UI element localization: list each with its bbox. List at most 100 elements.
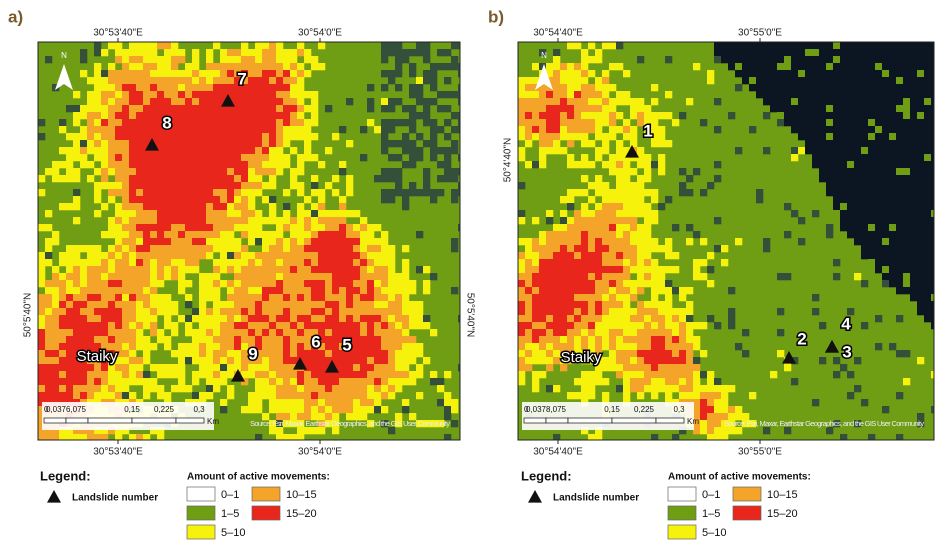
map-cell bbox=[199, 287, 206, 294]
map-cell bbox=[430, 77, 437, 84]
map-cell bbox=[567, 161, 574, 168]
map-cell bbox=[248, 140, 255, 147]
map-cell bbox=[458, 168, 465, 175]
map-cell bbox=[185, 231, 192, 238]
map-cell bbox=[423, 77, 430, 84]
map-cell bbox=[283, 189, 290, 196]
map-cell bbox=[451, 56, 458, 63]
map-cell bbox=[721, 406, 728, 413]
map-cell bbox=[136, 343, 143, 350]
map-cell bbox=[213, 189, 220, 196]
map-cell bbox=[581, 371, 588, 378]
map-cell bbox=[297, 154, 304, 161]
map-cell bbox=[255, 224, 262, 231]
map-cell bbox=[889, 42, 896, 49]
map-cell bbox=[66, 203, 73, 210]
map-cell bbox=[255, 70, 262, 77]
map-cell bbox=[574, 287, 581, 294]
map-cell bbox=[539, 91, 546, 98]
map-cell bbox=[658, 133, 665, 140]
legend-swatch bbox=[668, 506, 696, 520]
map-cell bbox=[395, 371, 402, 378]
map-cell bbox=[416, 133, 423, 140]
map-cell bbox=[220, 203, 227, 210]
map-cell bbox=[171, 364, 178, 371]
map-cell bbox=[87, 294, 94, 301]
map-cell bbox=[546, 287, 553, 294]
map-cell bbox=[539, 294, 546, 301]
map-cell bbox=[255, 105, 262, 112]
map-cell bbox=[136, 70, 143, 77]
map-cell bbox=[360, 336, 367, 343]
map-cell bbox=[311, 385, 318, 392]
map-cell bbox=[931, 147, 938, 154]
map-cell bbox=[458, 42, 465, 49]
map-cell bbox=[248, 133, 255, 140]
map-cell bbox=[101, 259, 108, 266]
map-cell bbox=[234, 280, 241, 287]
map-cell bbox=[861, 252, 868, 259]
map-cell bbox=[854, 210, 861, 217]
map-cell bbox=[255, 364, 262, 371]
map-cell bbox=[234, 147, 241, 154]
map-cell bbox=[896, 231, 903, 238]
map-cell bbox=[276, 315, 283, 322]
map-cell bbox=[80, 301, 87, 308]
map-cell bbox=[248, 84, 255, 91]
map-cell bbox=[532, 259, 539, 266]
map-cell bbox=[143, 385, 150, 392]
map-cell bbox=[602, 119, 609, 126]
map-cell bbox=[903, 238, 910, 245]
map-cell bbox=[136, 266, 143, 273]
legend-classes-title: Amount of active movements: bbox=[187, 472, 330, 483]
map-cell bbox=[735, 49, 742, 56]
map-cell bbox=[889, 126, 896, 133]
map-cell bbox=[101, 392, 108, 399]
map-cell bbox=[889, 259, 896, 266]
map-cell bbox=[931, 112, 938, 119]
map-cell bbox=[707, 392, 714, 399]
map-cell bbox=[567, 196, 574, 203]
map-cell bbox=[560, 238, 567, 245]
map-cell bbox=[66, 133, 73, 140]
map-cell bbox=[122, 385, 129, 392]
map-cell bbox=[276, 98, 283, 105]
map-cell bbox=[360, 224, 367, 231]
map-cell bbox=[609, 217, 616, 224]
map-cell bbox=[532, 287, 539, 294]
map-cell bbox=[581, 217, 588, 224]
map-cell bbox=[80, 105, 87, 112]
map-cell bbox=[143, 175, 150, 182]
map-cell bbox=[388, 427, 395, 434]
map-cell bbox=[122, 161, 129, 168]
map-cell bbox=[749, 77, 756, 84]
map-cell bbox=[52, 175, 59, 182]
map-cell bbox=[700, 119, 707, 126]
map-cell bbox=[882, 175, 889, 182]
map-cell bbox=[290, 378, 297, 385]
map-cell bbox=[672, 343, 679, 350]
map-cell bbox=[546, 217, 553, 224]
map-cell bbox=[395, 140, 402, 147]
map-cell bbox=[924, 266, 931, 273]
map-cell bbox=[623, 203, 630, 210]
map-cell bbox=[539, 357, 546, 364]
legend-class-label: 5–10 bbox=[702, 527, 726, 539]
map-cell bbox=[332, 350, 339, 357]
map-cell bbox=[623, 168, 630, 175]
map-cell bbox=[388, 98, 395, 105]
map-cell bbox=[122, 203, 129, 210]
map-cell bbox=[150, 77, 157, 84]
map-cell bbox=[220, 196, 227, 203]
map-cell bbox=[826, 119, 833, 126]
map-cell bbox=[157, 147, 164, 154]
map-cell bbox=[616, 63, 623, 70]
map-cell bbox=[283, 392, 290, 399]
map-cell bbox=[276, 287, 283, 294]
map-cell bbox=[819, 84, 826, 91]
map-cell bbox=[164, 70, 171, 77]
map-cell bbox=[714, 392, 721, 399]
map-cell bbox=[602, 336, 609, 343]
map-cell bbox=[430, 196, 437, 203]
map-cell bbox=[199, 182, 206, 189]
